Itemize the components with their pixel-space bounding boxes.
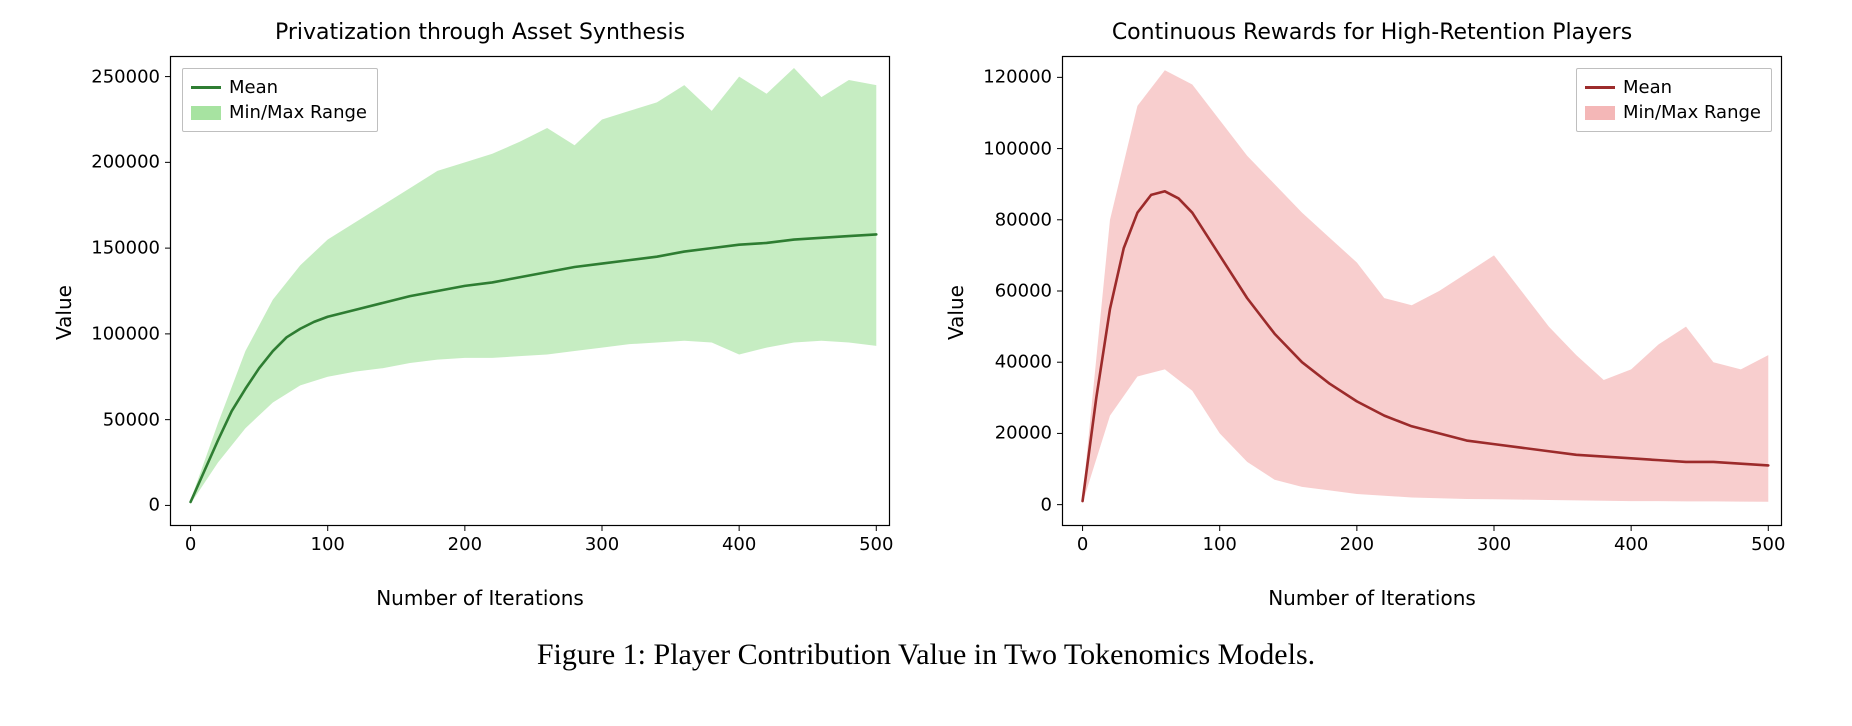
- ytick-label: 150000: [91, 238, 160, 259]
- legend-line-swatch: [191, 86, 221, 89]
- xtick-label: 100: [1203, 534, 1237, 555]
- xtick-label: 0: [1077, 534, 1088, 555]
- legend-item: Mean: [1585, 75, 1761, 100]
- xtick-label: 500: [859, 534, 893, 555]
- legend-item: Min/Max Range: [1585, 100, 1761, 125]
- figure: Privatization through Asset Synthesis Va…: [0, 0, 1852, 726]
- xtick-label: 100: [311, 534, 345, 555]
- left-chart-panel: Privatization through Asset Synthesis Va…: [40, 20, 920, 610]
- ytick-label: 0: [1041, 494, 1052, 515]
- legend-label: Mean: [229, 75, 278, 100]
- xtick-label: 300: [585, 534, 619, 555]
- right-chart-legend: MeanMin/Max Range: [1576, 68, 1772, 132]
- ytick-label: 120000: [983, 67, 1052, 88]
- right-chart-title: Continuous Rewards for High-Retention Pl…: [932, 20, 1812, 45]
- ytick-label: 40000: [995, 352, 1052, 373]
- xtick-label: 500: [1751, 534, 1785, 555]
- right-chart-xlabel: Number of Iterations: [932, 586, 1812, 610]
- xtick-label: 400: [1614, 534, 1648, 555]
- legend-patch-swatch: [191, 106, 221, 120]
- xtick-label: 0: [185, 534, 196, 555]
- ytick-label: 60000: [995, 281, 1052, 302]
- ytick-label: 0: [149, 495, 160, 516]
- legend-label: Mean: [1623, 75, 1672, 100]
- ytick-label: 200000: [91, 152, 160, 173]
- right-chart-ylabel: Value: [944, 285, 968, 340]
- left-chart-title: Privatization through Asset Synthesis: [40, 20, 920, 45]
- figure-caption: Figure 1: Player Contribution Value in T…: [40, 638, 1812, 672]
- right-chart-panel: Continuous Rewards for High-Retention Pl…: [932, 20, 1812, 610]
- ytick-label: 100000: [91, 323, 160, 344]
- ytick-label: 250000: [91, 66, 160, 87]
- ytick-label: 20000: [995, 423, 1052, 444]
- legend-line-swatch: [1585, 86, 1615, 89]
- ytick-label: 50000: [103, 409, 160, 430]
- left-chart-ylabel: Value: [52, 285, 76, 340]
- xtick-label: 200: [448, 534, 482, 555]
- xtick-label: 300: [1477, 534, 1511, 555]
- xtick-label: 400: [722, 534, 756, 555]
- legend-label: Min/Max Range: [1623, 100, 1761, 125]
- xtick-label: 200: [1340, 534, 1374, 555]
- ytick-label: 80000: [995, 209, 1052, 230]
- legend-patch-swatch: [1585, 106, 1615, 120]
- legend-item: Min/Max Range: [191, 100, 367, 125]
- legend-label: Min/Max Range: [229, 100, 367, 125]
- left-chart-xlabel: Number of Iterations: [40, 586, 920, 610]
- panels-row: Privatization through Asset Synthesis Va…: [40, 20, 1812, 610]
- ytick-label: 100000: [983, 138, 1052, 159]
- legend-item: Mean: [191, 75, 367, 100]
- left-chart-legend: MeanMin/Max Range: [182, 68, 378, 132]
